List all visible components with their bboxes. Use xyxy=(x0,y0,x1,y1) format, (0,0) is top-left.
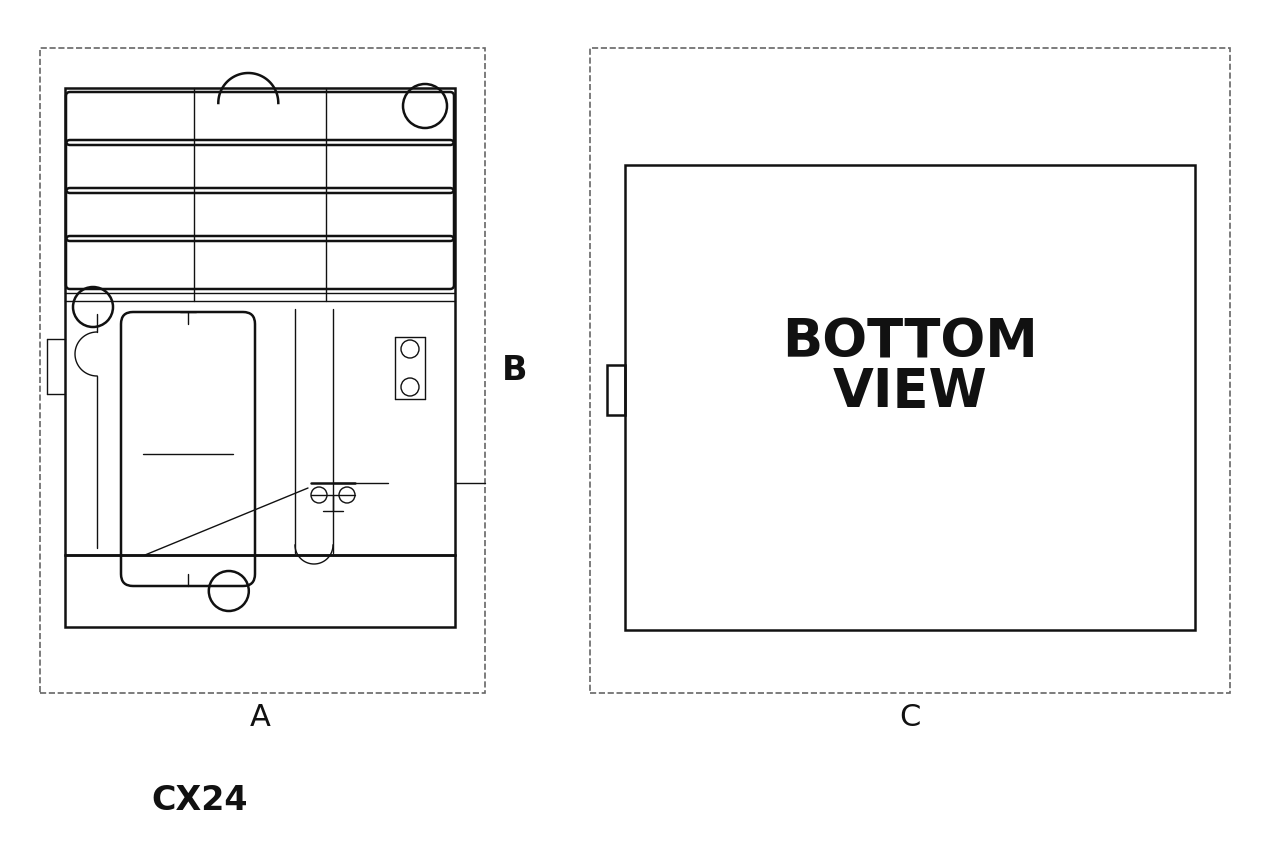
Bar xyxy=(607,365,625,415)
Bar xyxy=(65,555,456,627)
Text: VIEW: VIEW xyxy=(833,366,988,418)
Bar xyxy=(65,88,456,555)
Bar xyxy=(40,48,485,693)
Text: C: C xyxy=(900,704,921,733)
Text: CX24: CX24 xyxy=(152,783,249,816)
Text: BOTTOM: BOTTOM xyxy=(782,316,1037,368)
Bar xyxy=(625,165,1196,630)
Bar xyxy=(590,48,1230,693)
Text: A: A xyxy=(250,704,271,733)
Text: B: B xyxy=(501,354,527,387)
